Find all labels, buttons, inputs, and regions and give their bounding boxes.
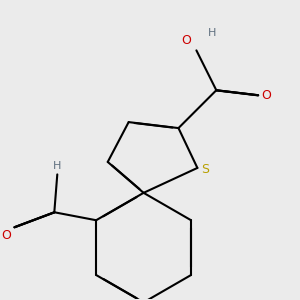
Text: O: O [2,229,11,242]
Text: H: H [53,161,61,171]
Text: H: H [208,28,217,38]
Text: O: O [261,89,271,102]
Text: O: O [182,34,191,47]
Text: S: S [201,164,209,176]
